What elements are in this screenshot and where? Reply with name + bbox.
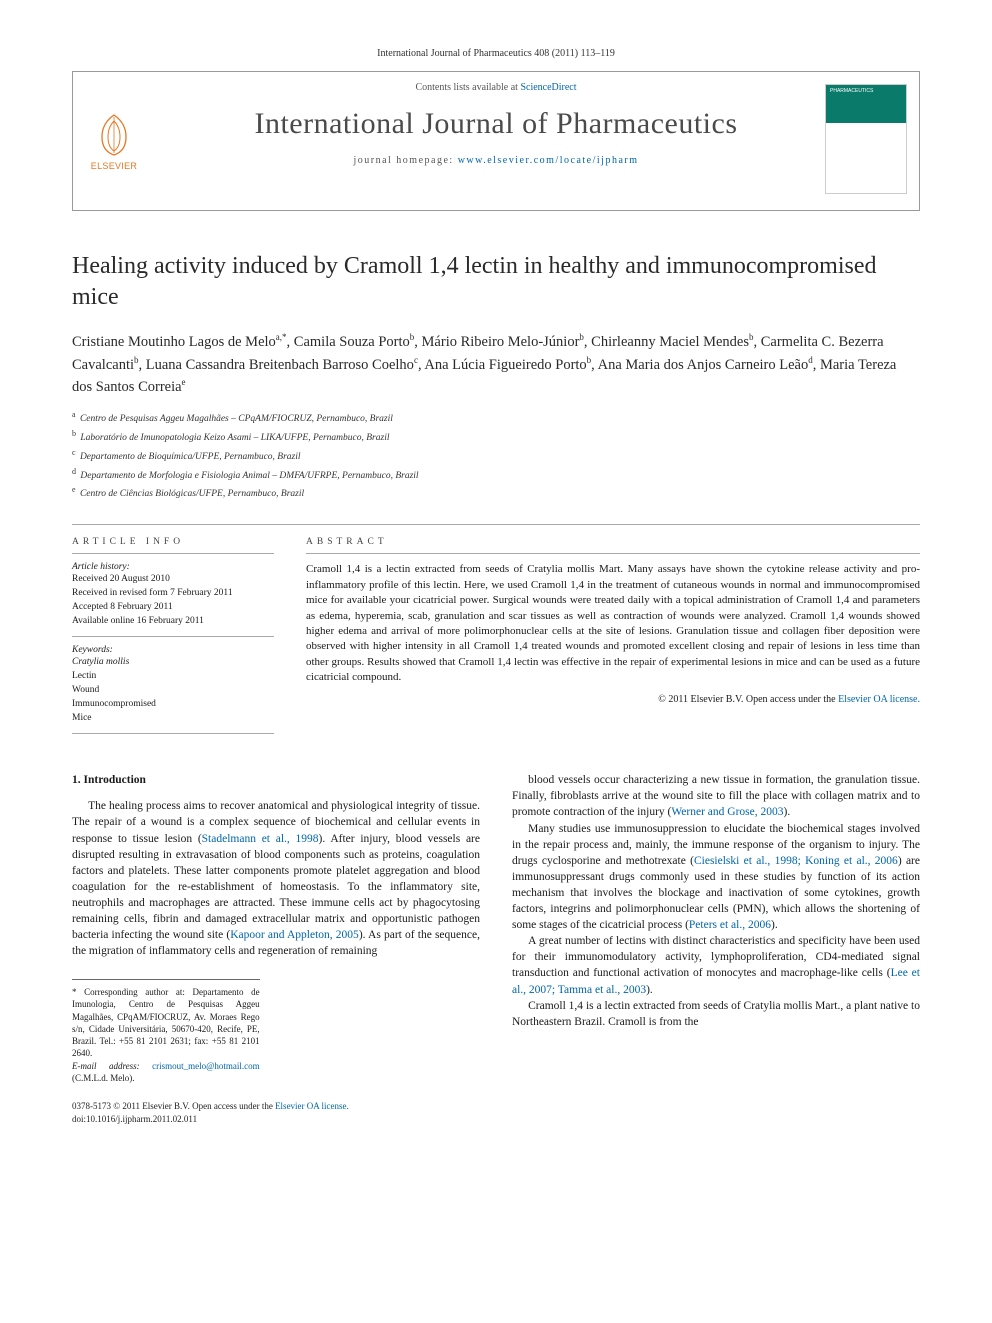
footer-block: 0378-5173 © 2011 Elsevier B.V. Open acce… — [72, 1100, 920, 1124]
copyright-line: © 2011 Elsevier B.V. Open access under t… — [306, 694, 920, 705]
keyword-item: Lectin — [72, 670, 274, 684]
header-citation: International Journal of Pharmaceutics 4… — [72, 48, 920, 59]
article-info-block: ARTICLE INFO Article history: Received 2… — [72, 537, 274, 734]
keyword-item: Cratylia mollis — [72, 656, 274, 670]
info-abstract-row: ARTICLE INFO Article history: Received 2… — [72, 524, 920, 734]
footer-doi: doi:10.1016/j.ijpharm.2011.02.011 — [72, 1114, 197, 1124]
article-body-columns: 1. Introduction The healing process aims… — [72, 772, 920, 1084]
affiliation-line: c Departamento de Bioquímica/UFPE, Perna… — [72, 447, 920, 465]
oa-license-link[interactable]: Elsevier OA license. — [838, 694, 920, 705]
footer-open: Open access under the — [192, 1101, 275, 1111]
affiliation-line: b Laboratório de Imunopatologia Keizo As… — [72, 428, 920, 446]
body-paragraph: The healing process aims to recover anat… — [72, 798, 480, 959]
keywords-head: Keywords: — [72, 645, 274, 655]
footer-issn: 0378-5173 © 2011 Elsevier B.V. — [72, 1101, 192, 1111]
body-paragraph: A great number of lectins with distinct … — [512, 933, 920, 997]
journal-homepage-link[interactable]: www.elsevier.com/locate/ijpharm — [458, 155, 639, 166]
body-paragraph: blood vessels occur characterizing a new… — [512, 772, 920, 820]
abstract-block: ABSTRACT Cramoll 1,4 is a lectin extract… — [306, 537, 920, 734]
email-label: E-mail address: — [72, 1061, 152, 1071]
elsevier-logo: ELSEVIER — [85, 111, 143, 171]
email-suffix: (C.M.L.d. Melo). — [72, 1073, 135, 1083]
abstract-body: Cramoll 1,4 is a lectin extracted from s… — [306, 562, 920, 685]
homepage-prefix: journal homepage: — [353, 155, 457, 166]
section-1-head: 1. Introduction — [72, 772, 480, 788]
author-list: Cristiane Moutinho Lagos de Meloa,*, Cam… — [72, 331, 920, 398]
affiliation-line: d Departamento de Morfologia e Fisiologi… — [72, 466, 920, 484]
journal-cover-thumbnail: PHARMACEUTICS — [825, 84, 907, 194]
footer-oa-link[interactable]: Elsevier OA license. — [275, 1101, 349, 1111]
email-link[interactable]: crismout_melo@hotmail.com — [152, 1061, 260, 1071]
body-paragraph: Many studies use immunosuppression to el… — [512, 821, 920, 934]
journal-masthead: ELSEVIER Contents lists available at Sci… — [72, 71, 920, 211]
info-divider — [72, 636, 274, 637]
article-info-head: ARTICLE INFO — [72, 537, 274, 554]
affiliation-line: e Centro de Ciências Biológicas/UFPE, Pe… — [72, 484, 920, 502]
article-title: Healing activity induced by Cramoll 1,4 … — [72, 251, 920, 313]
history-line: Available online 16 February 2011 — [72, 615, 274, 629]
keyword-item: Mice — [72, 712, 274, 726]
sciencedirect-link[interactable]: ScienceDirect — [520, 82, 576, 93]
corresponding-author-note: * Corresponding author at: Departamento … — [72, 986, 260, 1059]
journal-title: International Journal of Pharmaceutics — [254, 107, 737, 141]
body-paragraph: Cramoll 1,4 is a lectin extracted from s… — [512, 998, 920, 1030]
footnotes-block: * Corresponding author at: Departamento … — [72, 979, 260, 1084]
keyword-item: Wound — [72, 684, 274, 698]
affiliations: a Centro de Pesquisas Aggeu Magalhães – … — [72, 409, 920, 503]
history-head: Article history: — [72, 562, 274, 572]
abstract-head: ABSTRACT — [306, 537, 920, 554]
publisher-name: ELSEVIER — [85, 161, 143, 171]
contents-available-line: Contents lists available at ScienceDirec… — [415, 82, 576, 93]
keywords-bottom-rule — [72, 733, 274, 734]
cover-label: PHARMACEUTICS — [826, 85, 906, 97]
history-line: Received 20 August 2010 — [72, 573, 274, 587]
journal-homepage-line: journal homepage: www.elsevier.com/locat… — [353, 155, 638, 166]
history-line: Received in revised form 7 February 2011 — [72, 587, 274, 601]
history-line: Accepted 8 February 2011 — [72, 601, 274, 615]
affiliation-line: a Centro de Pesquisas Aggeu Magalhães – … — [72, 409, 920, 427]
keyword-item: Immunocompromised — [72, 698, 274, 712]
copyright-prefix: © 2011 Elsevier B.V. — [658, 694, 746, 705]
copyright-open: Open access under the — [746, 694, 838, 705]
email-row: E-mail address: crismout_melo@hotmail.co… — [72, 1060, 260, 1084]
contents-prefix: Contents lists available at — [415, 82, 520, 93]
